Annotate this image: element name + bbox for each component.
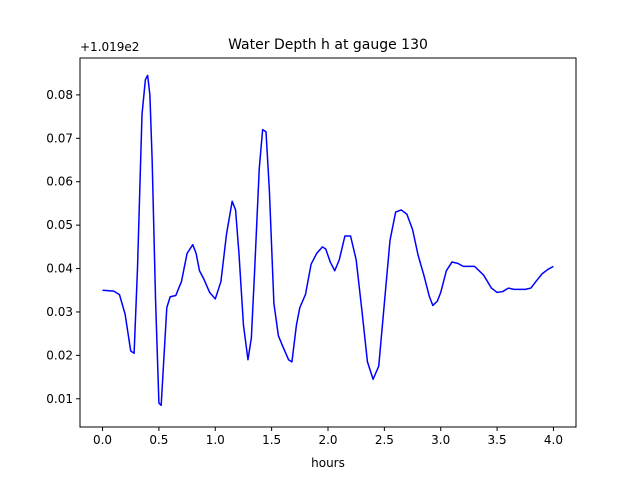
y-offset-label: +1.019e2 xyxy=(80,40,139,54)
x-axis-label: hours xyxy=(311,456,345,470)
x-axis: 0.0 0.5 1.0 1.5 2.0 2.5 3.0 3.5 4.0 xyxy=(93,427,563,447)
y-tick-label: 0.01 xyxy=(46,392,73,406)
x-tick-label: 2.5 xyxy=(375,433,394,447)
y-tick-label: 0.04 xyxy=(46,262,73,276)
y-tick-label: 0.05 xyxy=(46,218,73,232)
chart-title: Water Depth h at gauge 130 xyxy=(228,37,428,53)
y-tick-label: 0.03 xyxy=(46,305,73,319)
y-tick-label: 0.02 xyxy=(46,348,73,362)
x-tick-label: 3.5 xyxy=(488,433,507,447)
series-line-0 xyxy=(102,74,554,407)
y-tick-label: 0.08 xyxy=(46,88,73,102)
x-tick-label: 1.0 xyxy=(206,433,225,447)
y-axis: 0.01 0.02 0.03 0.04 0.05 0.06 0.07 0.08 xyxy=(46,88,80,406)
x-tick-label: 3.0 xyxy=(431,433,450,447)
x-tick-label: 0.5 xyxy=(149,433,168,447)
x-tick-label: 1.5 xyxy=(262,433,281,447)
x-tick-label: 2.0 xyxy=(318,433,337,447)
x-tick-label: 0.0 xyxy=(93,433,112,447)
plot-area xyxy=(79,57,577,428)
x-tick-label: 4.0 xyxy=(544,433,563,447)
y-tick-label: 0.06 xyxy=(46,175,73,189)
y-tick-label: 0.07 xyxy=(46,131,73,145)
